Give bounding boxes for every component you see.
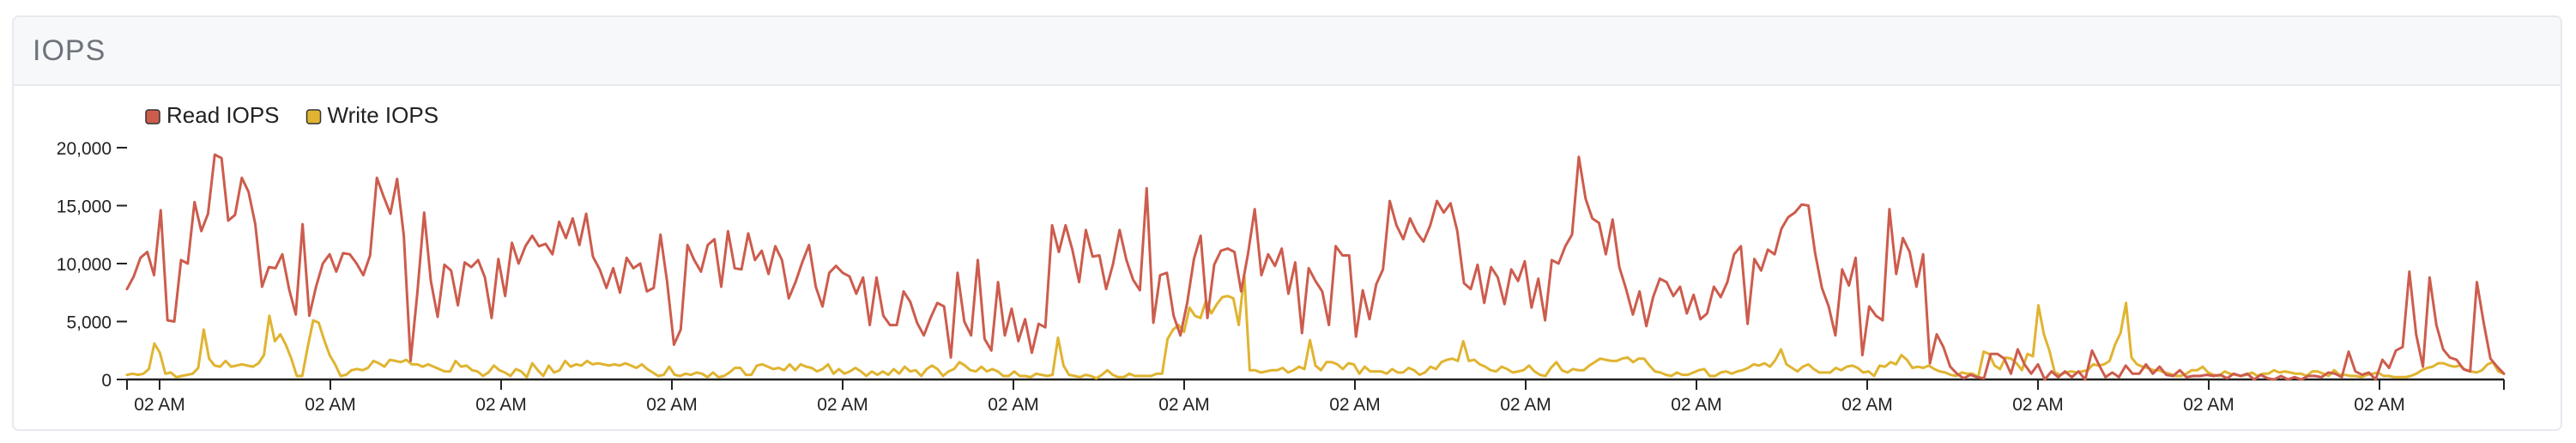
x-tick-label: 02 AM bbox=[1329, 395, 1381, 415]
read-iops-series-line bbox=[125, 153, 2506, 381]
x-tick-label: 02 AM bbox=[134, 395, 185, 415]
write-iops-legend-swatch[interactable] bbox=[305, 109, 322, 124]
iops-panel: IOPS bbox=[12, 15, 2562, 431]
x-tick-label: 02 AM bbox=[1500, 395, 1551, 415]
x-tick-label: 02 AM bbox=[2183, 395, 2234, 415]
x-tick-label: 02 AM bbox=[2012, 395, 2064, 415]
x-tick-label: 02 AM bbox=[1841, 395, 1893, 415]
x-tick-label: 02 AM bbox=[305, 395, 356, 415]
read-iops-legend-label[interactable]: Read IOPS bbox=[166, 102, 280, 128]
y-tick-label: 5,000 bbox=[66, 313, 112, 333]
x-tick-label: 02 AM bbox=[817, 395, 868, 415]
y-tick-label: 20,000 bbox=[57, 139, 112, 159]
panel-header: IOPS bbox=[14, 17, 2561, 86]
x-tick-label: 02 AM bbox=[1671, 395, 1722, 415]
panel-title: IOPS bbox=[33, 33, 106, 67]
write-iops-legend-label[interactable]: Write IOPS bbox=[328, 102, 439, 128]
write-iops-series-line bbox=[125, 274, 2506, 380]
read-iops-legend-swatch[interactable] bbox=[145, 109, 160, 124]
y-tick-label: 0 bbox=[101, 371, 112, 391]
x-tick-label: 02 AM bbox=[988, 395, 1039, 415]
y-tick-label: 10,000 bbox=[57, 255, 112, 275]
x-tick-label: 02 AM bbox=[475, 395, 527, 415]
x-tick-label: 02 AM bbox=[2354, 395, 2405, 415]
x-tick-label: 02 AM bbox=[646, 395, 698, 415]
y-tick-label: 15,000 bbox=[57, 197, 112, 217]
x-tick-label: 02 AM bbox=[1158, 395, 1210, 415]
